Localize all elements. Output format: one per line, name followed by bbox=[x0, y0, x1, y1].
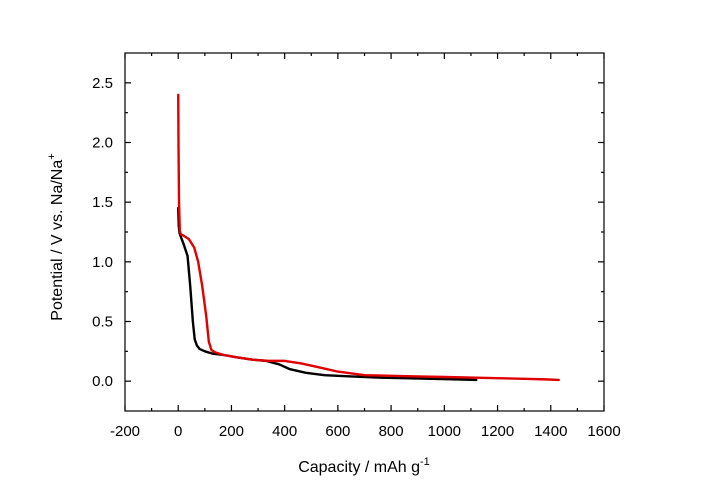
tick-labels: -200 0 200 400 600 800 1000 1200 1400 1600 0.0 0.5 1… bbox=[92, 75, 621, 440]
x-tick-label: 1400 bbox=[534, 423, 567, 440]
y-tick-label: 1.0 bbox=[92, 254, 113, 271]
x-tick-label: 1000 bbox=[428, 423, 461, 440]
y-tick-label: 0.5 bbox=[92, 314, 113, 331]
x-tick-label: 800 bbox=[379, 423, 404, 440]
x-tick-label: 0 bbox=[174, 423, 182, 440]
y-tick-label: 2.5 bbox=[92, 75, 113, 92]
y-axis-title-text: Potential / V vs. Na/Na bbox=[49, 160, 66, 321]
x-tick-label: 1600 bbox=[587, 423, 620, 440]
x-axis-title-superscript: -1 bbox=[420, 456, 430, 468]
tick-marks bbox=[124, 53, 605, 411]
plot-frame bbox=[124, 52, 605, 412]
x-tick-label: -200 bbox=[110, 423, 140, 440]
y-tick-label: 2.0 bbox=[92, 135, 113, 152]
x-tick-label: 1200 bbox=[481, 423, 514, 440]
x-tick-label: 400 bbox=[272, 423, 297, 440]
y-axis-title: Potential / V vs. Na/Na+ bbox=[46, 153, 66, 320]
x-axis-title: Capacity / mAh g-1 bbox=[298, 456, 430, 476]
y-tick-label: 1.5 bbox=[92, 194, 113, 211]
x-axis-title-text: Capacity / mAh g bbox=[298, 459, 420, 476]
series-layer bbox=[177, 93, 560, 382]
x-tick-label: 200 bbox=[219, 423, 244, 440]
x-tick-label: 600 bbox=[325, 423, 350, 440]
series-line-2 bbox=[177, 93, 560, 382]
y-tick-label: 0.0 bbox=[92, 373, 113, 390]
y-axis-title-superscript: + bbox=[46, 153, 58, 159]
